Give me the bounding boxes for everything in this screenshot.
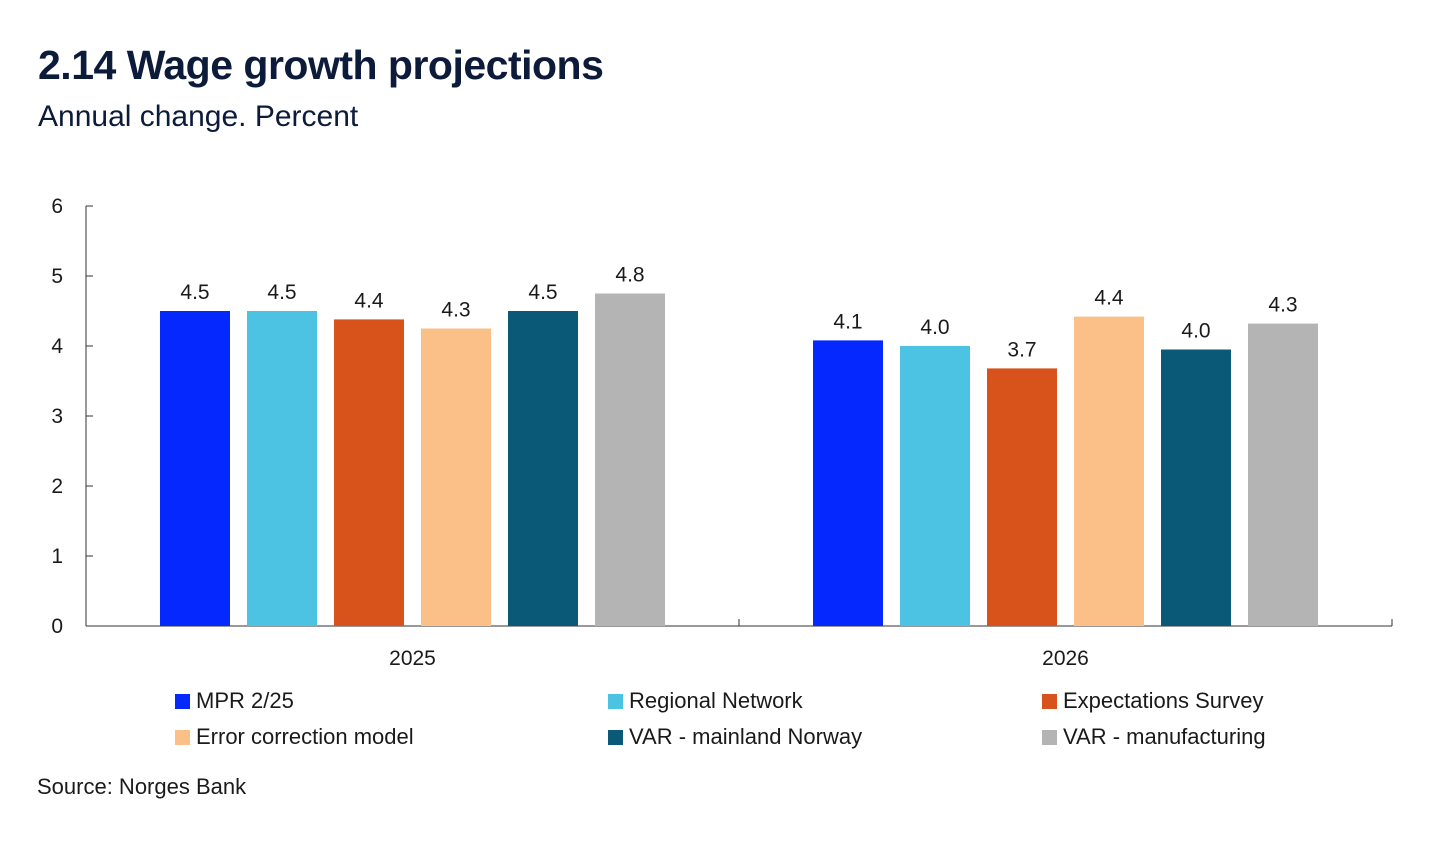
bar-value-label: 4.0 bbox=[1181, 320, 1210, 343]
bar-value-label: 4.0 bbox=[920, 316, 949, 339]
legend-label: VAR - mainland Norway bbox=[629, 724, 863, 749]
legend-swatch bbox=[608, 729, 623, 745]
bar bbox=[160, 311, 230, 626]
y-tick-label: 1 bbox=[51, 545, 63, 568]
bar-value-label: 4.5 bbox=[528, 281, 557, 304]
legend-item: MPR 2/25 bbox=[175, 686, 294, 716]
bar-value-label: 4.8 bbox=[615, 264, 644, 287]
bar-value-label: 4.1 bbox=[833, 310, 862, 333]
bar bbox=[813, 340, 883, 626]
chart-legend: MPR 2/25 Regional Network Expectations Sur… bbox=[0, 686, 1445, 758]
legend-label: Error correction model bbox=[196, 724, 414, 749]
y-tick-label: 6 bbox=[51, 195, 63, 218]
bar-value-label: 4.3 bbox=[1268, 294, 1297, 317]
y-tick-label: 4 bbox=[51, 335, 63, 358]
y-tick-label: 2 bbox=[51, 475, 63, 498]
bar-value-label: 4.3 bbox=[441, 299, 470, 322]
bar bbox=[987, 368, 1057, 626]
legend-label: VAR - manufacturing bbox=[1063, 724, 1266, 749]
bar-value-label: 3.7 bbox=[1007, 338, 1036, 361]
y-tick-label: 5 bbox=[51, 265, 63, 288]
bar-value-label: 4.5 bbox=[180, 281, 209, 304]
legend-swatch bbox=[1042, 729, 1057, 745]
bar bbox=[1161, 349, 1231, 626]
bar-value-label: 4.4 bbox=[1094, 287, 1124, 310]
y-tick-label: 3 bbox=[51, 405, 63, 428]
x-tick-label: 2025 bbox=[389, 647, 436, 670]
legend-label: Expectations Survey bbox=[1063, 688, 1264, 713]
bar bbox=[247, 311, 317, 626]
source-note: Source: Norges Bank bbox=[37, 774, 247, 799]
legend-item: VAR - mainland Norway bbox=[608, 722, 862, 752]
legend-label: Regional Network bbox=[629, 688, 803, 713]
bar bbox=[595, 293, 665, 626]
legend-label: MPR 2/25 bbox=[196, 688, 294, 713]
legend-swatch bbox=[175, 693, 190, 709]
y-tick-label: 0 bbox=[51, 615, 63, 638]
chart-subtitle: Annual change. Percent bbox=[38, 100, 359, 133]
legend-item: Regional Network bbox=[608, 686, 803, 716]
bar-chart: 0 1 2 3 4 5 6 4.5 4.5 4.4 4.3 4.5 4.8 2025 4.1 4.0 3.7 4.… bbox=[51, 195, 1393, 670]
bar bbox=[334, 319, 404, 626]
bar bbox=[421, 328, 491, 626]
legend-item: Error correction model bbox=[175, 722, 414, 752]
bar bbox=[1074, 316, 1144, 626]
legend-swatch bbox=[608, 693, 623, 709]
legend-item: Expectations Survey bbox=[1042, 686, 1264, 716]
bar bbox=[508, 311, 578, 626]
bar bbox=[900, 346, 970, 626]
x-tick-label: 2026 bbox=[1042, 647, 1089, 670]
chart-title: 2.14 Wage growth projections bbox=[38, 42, 604, 88]
bar-value-label: 4.4 bbox=[354, 289, 384, 312]
legend-swatch bbox=[175, 729, 190, 745]
bar bbox=[1248, 323, 1318, 626]
bar-value-label: 4.5 bbox=[267, 281, 296, 304]
legend-swatch bbox=[1042, 693, 1057, 709]
legend-item: VAR - manufacturing bbox=[1042, 722, 1266, 752]
